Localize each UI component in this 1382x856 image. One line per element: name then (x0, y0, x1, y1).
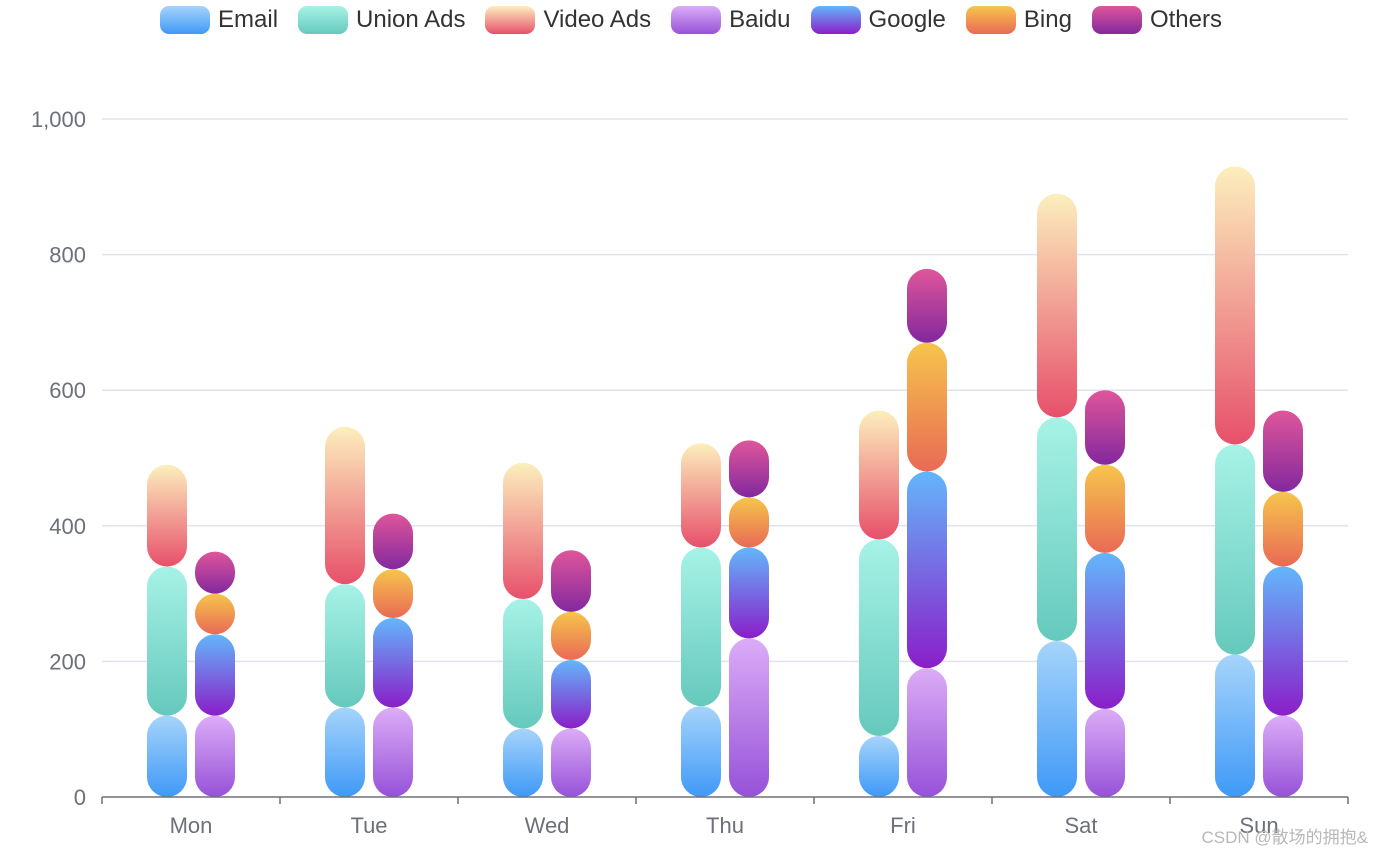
bar-others-thu[interactable] (729, 440, 769, 498)
bar-video-ads-fri[interactable] (859, 410, 899, 540)
legend-item-others[interactable]: Others (1091, 6, 1222, 34)
bar-video-ads-thu[interactable] (681, 443, 721, 548)
bar-bing-mon[interactable] (195, 593, 235, 635)
bar-google-thu[interactable] (729, 547, 769, 639)
legend-item-google[interactable]: Google (810, 6, 946, 34)
bar-google-sun[interactable] (1263, 566, 1303, 716)
legend-item-union-ads[interactable]: Union Ads (298, 6, 465, 34)
bar-bing-sat[interactable] (1085, 464, 1125, 553)
bar-union-ads-fri[interactable] (859, 539, 899, 736)
bar-video-ads-mon[interactable] (147, 464, 187, 567)
bar-bing-thu[interactable] (729, 497, 769, 548)
legend-item-bing[interactable]: Bing (965, 6, 1072, 34)
y-tick-label: 0 (74, 785, 86, 810)
y-tick-label: 400 (49, 514, 86, 539)
bar-union-ads-tue[interactable] (325, 584, 365, 708)
bar-others-fri[interactable] (907, 268, 947, 343)
legend-swatch (810, 6, 861, 34)
bar-email-fri[interactable] (859, 735, 899, 797)
legend-label: Video Ads (543, 6, 652, 33)
bar-email-sun[interactable] (1215, 654, 1255, 797)
y-tick-label: 800 (49, 243, 86, 268)
legend-swatch (965, 6, 1016, 34)
bar-others-mon[interactable] (195, 551, 235, 594)
legend-swatch (298, 6, 349, 34)
legend-swatch (160, 6, 211, 34)
x-tick-label: Mon (170, 813, 213, 838)
bar-union-ads-thu[interactable] (681, 547, 721, 707)
y-tick-label: 600 (49, 378, 86, 403)
bar-union-ads-mon[interactable] (147, 566, 187, 716)
bar-video-ads-sun[interactable] (1215, 166, 1255, 445)
bar-email-mon[interactable] (147, 715, 187, 797)
bar-bing-sun[interactable] (1263, 491, 1303, 567)
bar-baidu-thu[interactable] (729, 638, 769, 797)
legend-label: Email (218, 6, 279, 33)
bar-google-sat[interactable] (1085, 552, 1125, 709)
bar-union-ads-sat[interactable] (1037, 417, 1077, 642)
bar-email-tue[interactable] (325, 707, 365, 797)
bar-bing-fri[interactable] (907, 342, 947, 472)
bar-email-thu[interactable] (681, 706, 721, 797)
legend-swatch (485, 6, 536, 34)
legend-label: Bing (1023, 6, 1072, 33)
bar-video-ads-wed[interactable] (503, 462, 543, 600)
y-tick-label: 200 (49, 649, 86, 674)
bar-others-sun[interactable] (1263, 410, 1303, 492)
bar-others-tue[interactable] (373, 513, 413, 570)
bar-union-ads-wed[interactable] (503, 599, 543, 729)
bar-google-fri[interactable] (907, 471, 947, 669)
x-tick-label: Fri (890, 813, 916, 838)
bar-baidu-sat[interactable] (1085, 708, 1125, 797)
x-tick-label: Thu (706, 813, 744, 838)
legend-label: Baidu (729, 6, 791, 33)
bar-baidu-sun[interactable] (1263, 715, 1303, 797)
bar-email-sat[interactable] (1037, 641, 1077, 797)
bar-video-ads-sat[interactable] (1037, 193, 1077, 418)
legend-item-video-ads[interactable]: Video Ads (485, 6, 651, 34)
bar-baidu-tue[interactable] (373, 707, 413, 797)
y-tick-label: 1,000 (31, 107, 86, 132)
bar-baidu-fri[interactable] (907, 668, 947, 797)
x-tick-label: Sun (1239, 813, 1278, 838)
legend-label: Union Ads (356, 6, 466, 33)
x-tick-label: Tue (350, 813, 387, 838)
bar-union-ads-sun[interactable] (1215, 444, 1255, 655)
watermark: CSDN @散场的拥抱& (1201, 828, 1369, 847)
x-tick-label: Wed (525, 813, 570, 838)
legend-swatch (1091, 6, 1142, 34)
bar-google-tue[interactable] (373, 618, 413, 708)
legend: Email Union Ads Video Ads Baidu Google Bing Ot… (0, 6, 1382, 34)
bar-bing-tue[interactable] (373, 569, 413, 619)
bar-baidu-wed[interactable] (551, 728, 591, 797)
bar-bing-wed[interactable] (551, 611, 591, 661)
bar-email-wed[interactable] (503, 728, 543, 797)
x-tick-label: Sat (1064, 813, 1097, 838)
legend-item-baidu[interactable]: Baidu (671, 6, 791, 34)
legend-label: Google (868, 6, 946, 33)
legend-label: Others (1149, 6, 1222, 33)
bar-others-sat[interactable] (1085, 390, 1125, 465)
bar-video-ads-tue[interactable] (325, 426, 365, 585)
legend-item-email[interactable]: Email (160, 6, 278, 34)
bar-others-wed[interactable] (551, 550, 591, 612)
legend-swatch (671, 6, 722, 34)
bar-baidu-mon[interactable] (195, 715, 235, 797)
bar-google-wed[interactable] (551, 660, 591, 729)
bar-google-mon[interactable] (195, 634, 235, 716)
